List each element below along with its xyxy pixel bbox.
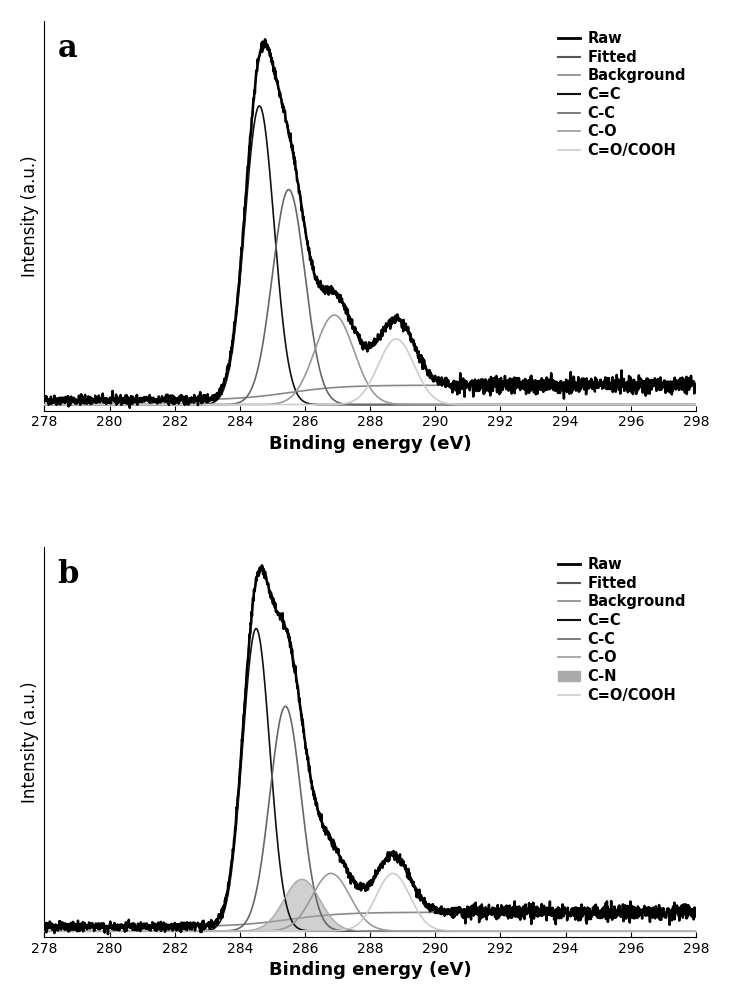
X-axis label: Binding energy (eV): Binding energy (eV): [269, 961, 472, 979]
Legend: Raw, Fitted, Background, C=C, C-C, C-O, C-N, C=O/COOH: Raw, Fitted, Background, C=C, C-C, C-O, …: [555, 554, 688, 706]
X-axis label: Binding energy (eV): Binding energy (eV): [269, 435, 472, 453]
Y-axis label: Intensity (a.u.): Intensity (a.u.): [21, 155, 39, 277]
Y-axis label: Intensity (a.u.): Intensity (a.u.): [21, 681, 39, 803]
Legend: Raw, Fitted, Background, C=C, C-C, C-O, C=O/COOH: Raw, Fitted, Background, C=C, C-C, C-O, …: [555, 28, 688, 161]
Text: b: b: [58, 559, 79, 590]
Text: a: a: [58, 33, 77, 64]
